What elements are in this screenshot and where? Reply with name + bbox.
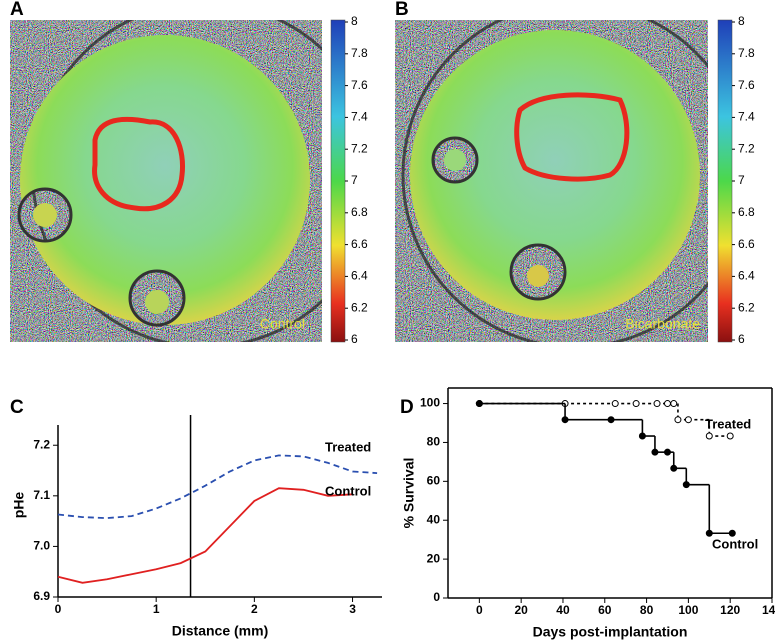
y-tick-label: 7.0 — [33, 539, 50, 553]
x-axis-label: Distance (mm) — [172, 623, 268, 639]
colorbar-tick-label: 7.4 — [351, 110, 368, 124]
image-annotation: Bicarbonate — [625, 316, 700, 332]
x-tick-label: 140 — [762, 603, 775, 617]
colorbar-tick-label: 6 — [738, 332, 745, 346]
series-line — [57, 454, 378, 520]
x-tick-label: 80 — [640, 603, 654, 617]
panel-label: C — [10, 397, 24, 418]
survival-point — [611, 400, 619, 408]
series-label: Control — [325, 483, 371, 498]
survival-point — [674, 416, 682, 424]
survival-point — [705, 432, 713, 440]
colorbar-tick-label: 7.8 — [351, 46, 368, 60]
survival-point — [670, 464, 678, 472]
series-line — [57, 487, 353, 584]
y-tick-label: 6.9 — [33, 589, 50, 603]
panel-label: D — [400, 397, 414, 418]
x-tick-label: 0 — [476, 603, 483, 617]
y-axis-label: pHe — [11, 492, 27, 519]
survival-point — [475, 400, 483, 408]
survival-point — [682, 481, 690, 489]
colorbar-tick-label: 6.6 — [738, 237, 755, 251]
survival-point — [663, 400, 671, 408]
colorbar-tick-label: 7 — [738, 173, 745, 187]
colorbar-tick-label: 6.2 — [738, 300, 755, 314]
panel-label: B — [395, 0, 409, 20]
survival-point — [651, 448, 659, 456]
colorbar-tick-label: 7.6 — [738, 78, 755, 92]
x-axis-label: Days post-implantation — [533, 624, 688, 640]
colorbar-tick-label: 8 — [351, 14, 358, 28]
colorbar-tick-label: 6.6 — [351, 237, 368, 251]
series-label: Control — [712, 536, 758, 551]
survival-point — [607, 416, 615, 424]
colorbar-tick-label: 6.8 — [738, 205, 755, 219]
image-annotation: Control — [260, 316, 305, 332]
x-tick-label: 40 — [556, 603, 570, 617]
ph-map-a — [10, 20, 322, 342]
x-tick-label: 60 — [598, 603, 612, 617]
survival-point — [561, 416, 569, 424]
survival-point — [632, 400, 640, 408]
x-tick-label: 3 — [349, 602, 356, 616]
panel-label: A — [10, 0, 24, 20]
series-label: Treated — [325, 439, 371, 454]
ph-map-b — [395, 20, 708, 342]
y-tick-label: 0 — [433, 590, 440, 604]
colorbar-tick-label: 7.8 — [738, 46, 755, 60]
series-label: Treated — [705, 416, 751, 431]
colorbar-tick-label: 6.8 — [351, 205, 368, 219]
y-tick-label: 7.1 — [33, 488, 50, 502]
y-tick-label: 100 — [420, 396, 440, 410]
x-tick-label: 100 — [678, 603, 698, 617]
x-tick-label: 2 — [251, 602, 258, 616]
survival-point — [728, 529, 736, 537]
colorbar-tick-label: 7.4 — [738, 110, 755, 124]
x-tick-label: 0 — [55, 602, 62, 616]
colorbar-tick-label: 7.2 — [351, 141, 368, 155]
survival-point — [670, 400, 678, 408]
colorbar-tick-label: 7.2 — [738, 141, 755, 155]
colorbar-tick-label: 6 — [351, 332, 358, 346]
y-tick-label: 40 — [427, 512, 441, 526]
survival-point — [684, 416, 692, 424]
colorbar-tick-label: 7 — [351, 173, 358, 187]
x-tick-label: 20 — [514, 603, 528, 617]
y-tick-label: 7.2 — [33, 437, 50, 451]
colorbar-tick-label: 7.6 — [351, 78, 368, 92]
colorbar-tick-label: 6.2 — [351, 300, 368, 314]
y-tick-label: 60 — [427, 474, 441, 488]
x-tick-label: 1 — [153, 602, 160, 616]
colorbar-tick-label: 6.4 — [738, 269, 755, 283]
y-tick-label: 80 — [427, 435, 441, 449]
y-tick-label: 20 — [427, 551, 441, 565]
survival-point — [663, 448, 671, 456]
survival-point — [638, 432, 646, 440]
y-axis-label: % Survival — [401, 458, 417, 529]
colorbar-tick-label: 6.4 — [351, 269, 368, 283]
x-tick-label: 120 — [720, 603, 740, 617]
survival-point — [726, 432, 734, 440]
survival-point — [653, 400, 661, 408]
survival-point — [705, 529, 713, 537]
colorbar — [717, 19, 733, 343]
colorbar — [330, 19, 346, 343]
colorbar-tick-label: 8 — [738, 14, 745, 28]
